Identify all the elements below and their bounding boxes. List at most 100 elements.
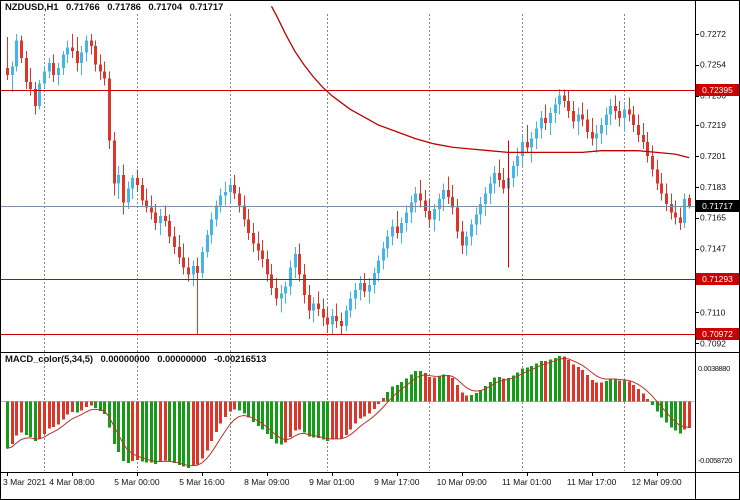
- candle[interactable]: [229, 178, 232, 203]
- candle[interactable]: [38, 80, 41, 110]
- candle[interactable]: [447, 176, 450, 204]
- candle[interactable]: [150, 195, 153, 220]
- candle[interactable]: [224, 181, 227, 206]
- candle[interactable]: [164, 205, 167, 227]
- candle[interactable]: [71, 33, 74, 58]
- candle[interactable]: [252, 222, 255, 253]
- candle[interactable]: [294, 246, 297, 278]
- candle[interactable]: [540, 111, 543, 139]
- candle[interactable]: [20, 35, 23, 64]
- candle[interactable]: [530, 131, 533, 163]
- candle[interactable]: [489, 176, 492, 204]
- candle[interactable]: [368, 277, 371, 304]
- candle[interactable]: [679, 207, 682, 230]
- candle[interactable]: [359, 276, 362, 301]
- candle[interactable]: [424, 190, 427, 218]
- candles-layer[interactable]: [6, 33, 691, 335]
- candle[interactable]: [326, 307, 329, 333]
- candle[interactable]: [656, 159, 659, 191]
- candle[interactable]: [512, 161, 515, 187]
- candle[interactable]: [43, 66, 46, 89]
- candle[interactable]: [567, 90, 570, 119]
- candle[interactable]: [168, 214, 171, 244]
- candle[interactable]: [182, 243, 185, 275]
- candle[interactable]: [646, 131, 649, 163]
- candle[interactable]: [312, 296, 315, 323]
- candle[interactable]: [535, 121, 538, 149]
- candle[interactable]: [554, 97, 557, 124]
- candle[interactable]: [127, 181, 130, 210]
- candle[interactable]: [363, 272, 366, 297]
- candle[interactable]: [85, 35, 88, 62]
- candle[interactable]: [117, 166, 120, 199]
- candle[interactable]: [484, 186, 487, 217]
- candle[interactable]: [349, 291, 352, 318]
- candle[interactable]: [154, 203, 157, 230]
- candle[interactable]: [145, 188, 148, 213]
- candle[interactable]: [475, 207, 478, 235]
- candle[interactable]: [66, 40, 69, 64]
- candle[interactable]: [451, 185, 454, 215]
- candle[interactable]: [544, 104, 547, 131]
- candle[interactable]: [113, 131, 116, 196]
- candle[interactable]: [289, 260, 292, 296]
- candle[interactable]: [57, 63, 60, 86]
- candle[interactable]: [400, 217, 403, 244]
- candle[interactable]: [433, 203, 436, 232]
- candle[interactable]: [391, 219, 394, 246]
- candle[interactable]: [201, 246, 204, 278]
- candle[interactable]: [414, 186, 417, 213]
- candle[interactable]: [284, 281, 287, 304]
- candle[interactable]: [303, 264, 306, 304]
- candle[interactable]: [261, 240, 264, 268]
- candle[interactable]: [308, 284, 311, 320]
- candle[interactable]: [80, 45, 83, 76]
- candle[interactable]: [386, 229, 389, 258]
- candle[interactable]: [141, 178, 144, 206]
- candle[interactable]: [238, 186, 241, 213]
- candle[interactable]: [549, 107, 552, 136]
- candle[interactable]: [465, 231, 468, 256]
- candle[interactable]: [632, 105, 635, 132]
- candle[interactable]: [605, 107, 608, 136]
- candle[interactable]: [136, 169, 139, 192]
- candle[interactable]: [331, 308, 334, 335]
- candle[interactable]: [317, 291, 320, 316]
- candle[interactable]: [99, 54, 102, 81]
- candle[interactable]: [516, 147, 519, 177]
- candle[interactable]: [187, 257, 190, 282]
- candle[interactable]: [493, 166, 496, 194]
- candle[interactable]: [581, 102, 584, 127]
- candle[interactable]: [52, 54, 55, 82]
- candle[interactable]: [591, 118, 594, 146]
- candle[interactable]: [558, 88, 561, 115]
- candle[interactable]: [122, 164, 125, 215]
- candle[interactable]: [577, 107, 580, 136]
- candle[interactable]: [298, 243, 301, 282]
- candle[interactable]: [159, 209, 162, 235]
- candle[interactable]: [247, 209, 250, 241]
- candle[interactable]: [178, 234, 181, 265]
- candle[interactable]: [62, 50, 65, 76]
- candle[interactable]: [373, 267, 376, 294]
- candle[interactable]: [410, 195, 413, 223]
- candle[interactable]: [428, 198, 431, 229]
- candle[interactable]: [479, 197, 482, 225]
- candle[interactable]: [637, 114, 640, 143]
- candle[interactable]: [586, 109, 589, 139]
- candle[interactable]: [322, 298, 325, 327]
- candle[interactable]: [396, 210, 399, 239]
- candle[interactable]: [94, 40, 97, 72]
- candle[interactable]: [173, 226, 176, 254]
- candle[interactable]: [651, 145, 654, 177]
- candle[interactable]: [25, 50, 28, 89]
- candle[interactable]: [521, 135, 524, 167]
- candle[interactable]: [354, 283, 357, 309]
- candle[interactable]: [614, 95, 617, 120]
- candle[interactable]: [275, 277, 278, 306]
- candle[interactable]: [257, 231, 260, 261]
- candle[interactable]: [600, 118, 603, 144]
- candle[interactable]: [683, 193, 686, 229]
- candle[interactable]: [382, 241, 385, 270]
- candle[interactable]: [243, 195, 246, 227]
